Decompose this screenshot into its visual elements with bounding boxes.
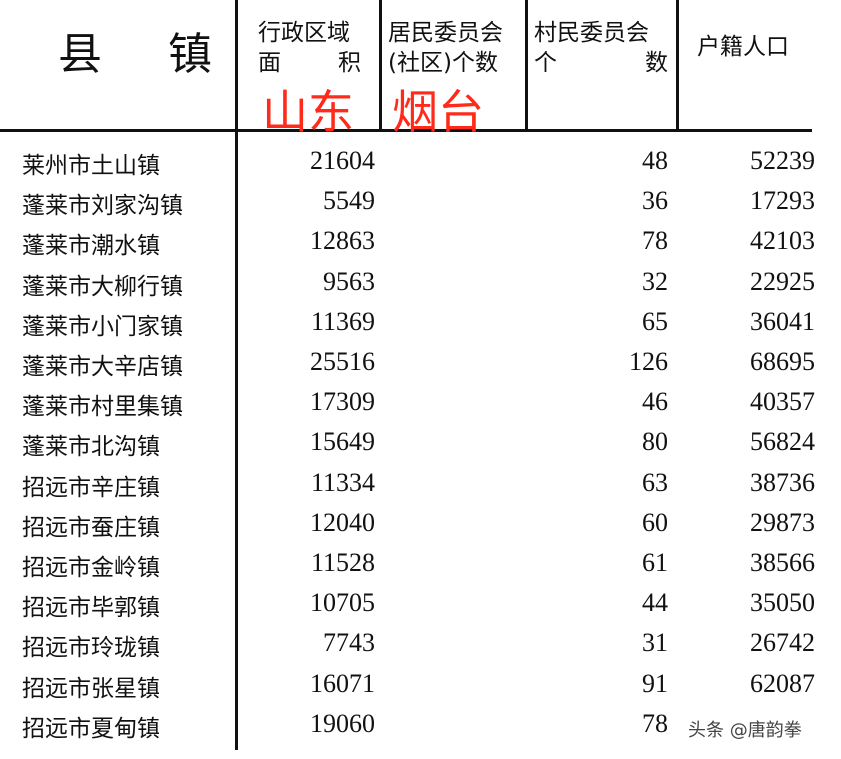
villages-value: 44 (642, 588, 668, 618)
villages-value: 32 (642, 266, 668, 296)
population-value: 35050 (750, 588, 815, 618)
town-name: 招远市玲珑镇 (22, 635, 160, 662)
table-row: 招远市蚕庄镇 12040 60 29873 (0, 508, 841, 548)
population-value: 40357 (750, 387, 815, 417)
area-value: 19060 (310, 708, 375, 738)
header-county-town: 县 镇 (58, 29, 238, 80)
town-name: 招远市夏甸镇 (22, 715, 160, 742)
villages-value: 60 (642, 507, 668, 537)
population-value: 26742 (750, 628, 815, 658)
watermark: 头条 @唐韵拳 (688, 720, 802, 741)
villages-value: 78 (642, 708, 668, 738)
population-value: 42103 (750, 226, 815, 256)
villages-value: 31 (642, 628, 668, 658)
population-value: 29873 (750, 507, 815, 537)
town-name: 蓬莱市小门家镇 (22, 313, 183, 340)
table-row: 招远市金岭镇 11528 61 38566 (0, 548, 841, 588)
population-value: 38736 (750, 467, 815, 497)
town-name: 招远市辛庄镇 (22, 474, 160, 501)
table-row: 蓬莱市村里集镇 17309 46 40357 (0, 387, 841, 427)
table-row: 莱州市土山镇 21604 48 52239 (0, 146, 841, 186)
town-name: 蓬莱市北沟镇 (22, 434, 160, 461)
villages-value: 91 (642, 668, 668, 698)
population-value: 56824 (750, 427, 815, 457)
town-name: 招远市蚕庄镇 (22, 514, 160, 541)
area-value: 17309 (310, 387, 375, 417)
area-value: 12863 (310, 226, 375, 256)
table-row: 蓬莱市潮水镇 12863 78 42103 (0, 226, 841, 266)
population-value: 38566 (750, 548, 815, 577)
area-value: 10705 (310, 588, 375, 618)
town-name: 蓬莱市潮水镇 (22, 233, 160, 260)
town-name: 招远市张星镇 (22, 675, 160, 702)
overlay-label-yantai: 烟台 (392, 85, 484, 139)
population-value: 68695 (750, 347, 815, 376)
divider (525, 0, 528, 130)
population-value: 17293 (750, 186, 815, 216)
table-row: 蓬莱市北沟镇 15649 80 56824 (0, 427, 841, 467)
table-row: 蓬莱市小门家镇 11369 65 36041 (0, 307, 841, 347)
villages-value: 36 (642, 186, 668, 216)
area-value: 16071 (310, 668, 375, 698)
villages-value: 78 (642, 226, 668, 256)
town-name: 莱州市土山镇 (22, 153, 160, 179)
header-area-line1: 行政区域 (258, 20, 350, 46)
table-row: 招远市夏甸镇 19060 78 (0, 709, 841, 749)
villages-value: 46 (642, 387, 668, 417)
header-villages-line2b: 数 (645, 50, 668, 76)
header-residents-line1: 居民委员会 (388, 20, 503, 46)
divider (676, 0, 679, 130)
villages-value: 48 (642, 146, 668, 175)
area-value: 11528 (310, 548, 375, 577)
table-row: 蓬莱市刘家沟镇 5549 36 17293 (0, 186, 841, 226)
villages-value: 65 (642, 306, 668, 336)
town-name: 蓬莱市大辛店镇 (22, 354, 183, 380)
villages-value: 61 (642, 548, 668, 577)
town-name: 蓬莱市村里集镇 (22, 394, 183, 421)
header-area-line2a: 面 (258, 50, 281, 76)
villages-value: 126 (629, 347, 668, 376)
table-row: 招远市辛庄镇 11334 63 38736 (0, 468, 841, 508)
area-value: 21604 (310, 146, 375, 175)
header-villages-line2a: 个 (534, 50, 557, 76)
area-value: 7743 (323, 628, 375, 658)
table-row: 招远市张星镇 16071 91 62087 (0, 669, 841, 709)
town-name: 招远市金岭镇 (22, 555, 160, 581)
header-area-line2b: 积 (338, 50, 361, 76)
header-divider (0, 129, 812, 132)
population-value: 36041 (750, 306, 815, 336)
population-value: 22925 (750, 266, 815, 296)
town-name: 蓬莱市刘家沟镇 (22, 193, 183, 220)
area-value: 25516 (310, 347, 375, 376)
header-population: 户籍人口 (697, 34, 789, 60)
population-value: 62087 (750, 668, 815, 698)
area-value: 12040 (310, 507, 375, 537)
area-value: 9563 (323, 266, 375, 296)
population-value: 52239 (750, 146, 815, 175)
table-row: 蓬莱市大柳行镇 9563 32 22925 (0, 267, 841, 307)
divider (235, 0, 238, 750)
table-row: 招远市毕郭镇 10705 44 35050 (0, 588, 841, 628)
town-name: 招远市毕郭镇 (22, 595, 160, 622)
area-value: 15649 (310, 427, 375, 457)
area-value: 11334 (310, 467, 375, 497)
table-row: 招远市玲珑镇 7743 31 26742 (0, 628, 841, 668)
overlay-label-shandong: 山东 (262, 85, 354, 139)
villages-value: 80 (642, 427, 668, 457)
area-value: 5549 (323, 186, 375, 216)
town-name: 蓬莱市大柳行镇 (22, 273, 183, 300)
villages-value: 63 (642, 467, 668, 497)
divider (379, 0, 382, 130)
header-residents-line2: (社区)个数 (388, 50, 498, 76)
table-row: 蓬莱市大辛店镇 25516 126 68695 (0, 347, 841, 387)
area-value: 11369 (310, 306, 375, 336)
header-villages-line1: 村民委员会 (534, 20, 649, 46)
